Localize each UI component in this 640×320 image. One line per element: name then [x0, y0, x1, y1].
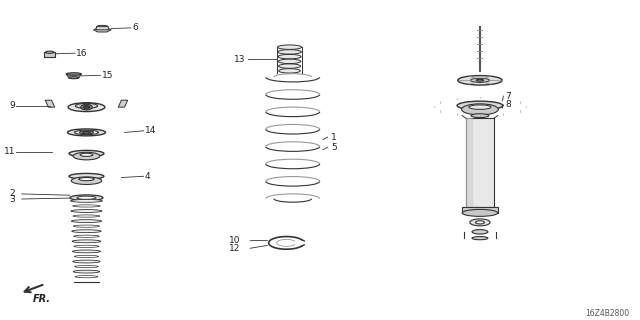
Ellipse shape — [278, 45, 301, 49]
Ellipse shape — [74, 245, 99, 247]
Text: 9: 9 — [10, 101, 15, 110]
Polygon shape — [93, 28, 111, 32]
Text: 5: 5 — [331, 143, 337, 152]
Ellipse shape — [74, 130, 99, 135]
Ellipse shape — [469, 105, 491, 109]
Ellipse shape — [77, 196, 96, 199]
Polygon shape — [45, 100, 55, 107]
Ellipse shape — [457, 101, 503, 110]
Ellipse shape — [73, 205, 100, 207]
Text: 7: 7 — [506, 92, 511, 100]
Ellipse shape — [278, 50, 301, 54]
Ellipse shape — [470, 78, 490, 82]
Ellipse shape — [71, 177, 102, 185]
Ellipse shape — [83, 106, 90, 109]
Text: 15: 15 — [102, 71, 113, 80]
Ellipse shape — [83, 132, 90, 133]
Ellipse shape — [74, 235, 99, 237]
Text: 14: 14 — [145, 126, 156, 135]
Bar — [44, 52, 56, 57]
Ellipse shape — [71, 210, 102, 212]
Ellipse shape — [458, 76, 502, 85]
Ellipse shape — [72, 220, 102, 222]
Text: 1: 1 — [331, 132, 337, 142]
Ellipse shape — [81, 104, 92, 110]
Ellipse shape — [279, 68, 300, 73]
Text: 6: 6 — [132, 23, 138, 32]
Polygon shape — [66, 74, 81, 78]
Text: 11: 11 — [4, 148, 15, 156]
Ellipse shape — [74, 255, 99, 258]
Ellipse shape — [80, 153, 93, 156]
Ellipse shape — [68, 77, 79, 79]
Ellipse shape — [462, 209, 498, 216]
Ellipse shape — [67, 129, 106, 136]
Text: 2: 2 — [9, 189, 15, 198]
Ellipse shape — [70, 199, 102, 202]
Ellipse shape — [97, 25, 108, 28]
Text: FR.: FR. — [33, 294, 51, 304]
Ellipse shape — [45, 51, 54, 53]
Ellipse shape — [278, 64, 301, 68]
Polygon shape — [466, 118, 494, 207]
Ellipse shape — [73, 260, 100, 263]
Ellipse shape — [278, 54, 301, 59]
Ellipse shape — [75, 266, 99, 268]
Ellipse shape — [72, 250, 100, 253]
Text: 12: 12 — [229, 244, 241, 253]
Ellipse shape — [72, 230, 101, 233]
Ellipse shape — [476, 221, 484, 224]
Ellipse shape — [69, 150, 104, 157]
Ellipse shape — [69, 173, 104, 179]
Ellipse shape — [79, 178, 94, 181]
Text: 16: 16 — [76, 49, 88, 58]
Polygon shape — [96, 27, 109, 30]
Ellipse shape — [70, 195, 103, 201]
Polygon shape — [118, 100, 128, 107]
Ellipse shape — [76, 103, 97, 108]
Ellipse shape — [73, 152, 100, 160]
Ellipse shape — [470, 219, 490, 226]
Text: 4: 4 — [145, 172, 150, 181]
Ellipse shape — [73, 215, 100, 217]
Ellipse shape — [66, 73, 81, 75]
Ellipse shape — [73, 270, 100, 273]
Ellipse shape — [68, 103, 105, 112]
Text: 8: 8 — [506, 100, 511, 109]
Ellipse shape — [79, 131, 93, 134]
Text: 13: 13 — [234, 55, 245, 64]
Polygon shape — [462, 207, 498, 213]
Ellipse shape — [476, 79, 484, 81]
Ellipse shape — [74, 225, 100, 227]
Ellipse shape — [461, 104, 499, 115]
Polygon shape — [466, 118, 472, 207]
Text: 3: 3 — [9, 195, 15, 204]
Ellipse shape — [472, 230, 488, 234]
Ellipse shape — [278, 59, 301, 64]
Text: 10: 10 — [229, 236, 241, 245]
Ellipse shape — [72, 240, 101, 243]
Text: 16Z4B2800: 16Z4B2800 — [585, 309, 629, 318]
Ellipse shape — [75, 276, 98, 278]
Ellipse shape — [471, 114, 489, 117]
Ellipse shape — [472, 236, 488, 240]
